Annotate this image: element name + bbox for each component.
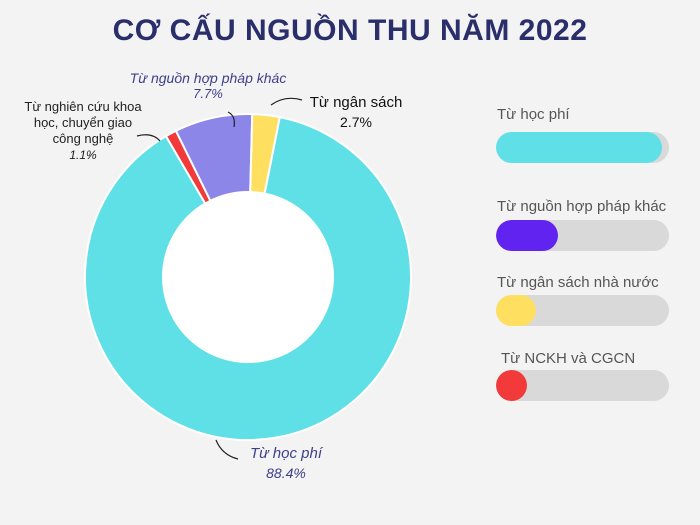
- bar-label-ngan-sach: Từ ngân sách nhà nước: [497, 274, 659, 291]
- label-ngan-sach-name: Từ ngân sách: [309, 94, 403, 111]
- bar-track-hoc-phi: [496, 132, 669, 163]
- label-hop-phap-name: Từ nguồn hợp pháp khác: [129, 70, 287, 86]
- label-nckh-value: 1.1%: [69, 148, 97, 162]
- chart-title: CƠ CẤU NGUỒN THU NĂM 2022: [112, 14, 588, 47]
- leader-ngan-sach: [270, 97, 303, 106]
- label-ngan-sach-value: 2.7%: [340, 114, 372, 130]
- label-nckh-line2: học, chuyển giao: [33, 115, 133, 130]
- label-hoc-phi-value: 88.4%: [266, 465, 306, 481]
- label-nckh-line3: công nghệ: [52, 131, 114, 146]
- label-hoc-phi: Từ học phí 88.4%: [240, 445, 332, 482]
- bar-fill-hoc-phi: [496, 132, 663, 163]
- donut-hole: [164, 193, 332, 361]
- leader-nckh: [136, 134, 161, 142]
- bar-label-hop-phap: Từ nguồn hợp pháp khác: [497, 198, 667, 215]
- label-ngan-sach: Từ ngân sách 2.7%: [300, 94, 412, 131]
- bar-fill-hop-phap: [496, 220, 559, 251]
- label-hop-phap: Từ nguồn hợp pháp khác 7.7%: [108, 70, 308, 102]
- bar-track-hop-phap: [496, 220, 669, 251]
- bar-label-nckh: Từ NCKH và CGCN: [501, 350, 636, 367]
- bar-fill-nckh: [496, 370, 528, 401]
- leader-hop-phap: [227, 111, 235, 128]
- label-hop-phap-value: 7.7%: [193, 86, 223, 101]
- slice-hoc-phi: [84, 115, 412, 441]
- slice-ngan-sach: [249, 113, 281, 195]
- bar-track-nckh: [496, 370, 669, 401]
- bar-fill-ngan-sach: [496, 295, 536, 326]
- label-hoc-phi-name: Từ học phí: [249, 445, 323, 462]
- label-nckh: Từ nghiên cứu khoa học, chuyển giao công…: [8, 99, 158, 163]
- leader-hoc-phi: [215, 439, 239, 460]
- bar-label-hoc-phi: Từ học phí: [497, 106, 570, 123]
- label-nckh-line1: Từ nghiên cứu khoa: [24, 99, 142, 114]
- bar-track-ngan-sach: [496, 295, 669, 326]
